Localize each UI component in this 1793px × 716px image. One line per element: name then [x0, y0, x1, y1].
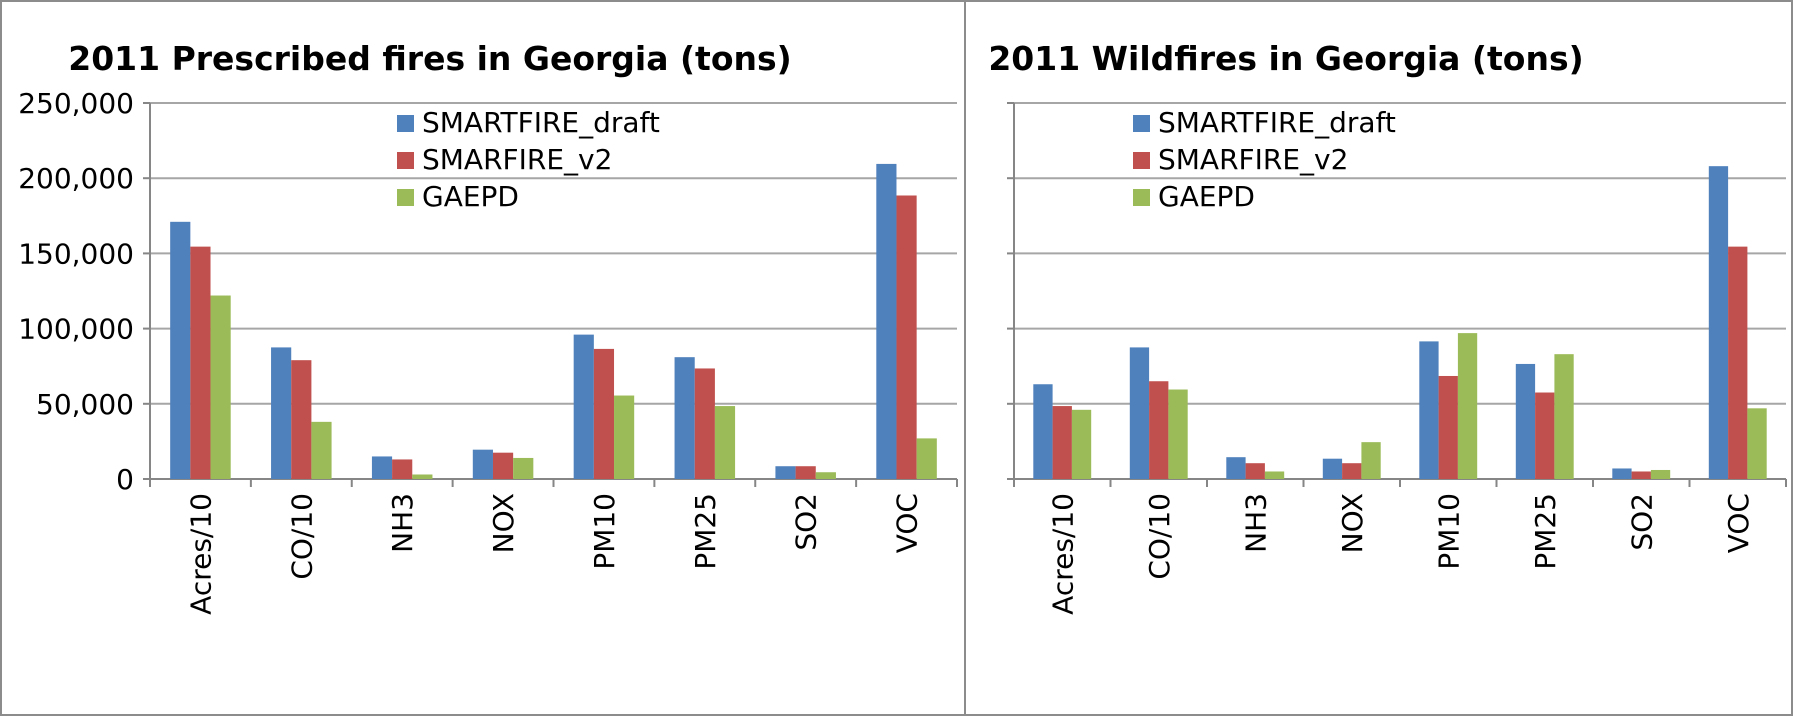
bar-smarfire-v2	[291, 360, 312, 479]
wildfires-chart-panel: 2011 Wildfires in Georgia (tons) Acres/1…	[964, 0, 1793, 716]
bar-smartfire-draft	[170, 221, 191, 480]
bar-smarfire-v2	[795, 466, 816, 479]
bar-smartfire-draft	[1515, 363, 1536, 479]
x-tick-label: PM25	[689, 493, 722, 570]
bar-smarfire-v2	[1438, 375, 1458, 479]
bar-smartfire-draft	[371, 456, 393, 479]
bar-gaepd	[1361, 442, 1381, 479]
bar-smarfire-v2	[1728, 246, 1748, 479]
bar-smarfire-v2	[392, 459, 413, 479]
x-tick-label: Acres/10	[184, 493, 217, 615]
x-tick-label: NOX	[487, 493, 520, 553]
x-tick-label: VOC	[891, 493, 924, 553]
bar-smartfire-draft	[1612, 468, 1632, 479]
bar-smartfire-draft	[1419, 341, 1439, 479]
bar-smarfire-v2	[1535, 392, 1555, 479]
x-tick-label: PM10	[588, 493, 621, 570]
y-tick-label: 250,000	[18, 87, 134, 120]
bar-smartfire-draft	[1708, 166, 1729, 479]
bar-smartfire-draft	[876, 163, 897, 480]
bar-smartfire-draft	[271, 347, 292, 479]
legend-swatch	[397, 189, 414, 206]
x-tick-label: SO2	[790, 493, 823, 551]
bar-gaepd	[1264, 471, 1285, 479]
y-tick-label: 50,000	[36, 388, 134, 421]
x-tick-label: SO2	[1625, 493, 1658, 551]
bar-gaepd	[311, 421, 332, 479]
y-tick-label: 100,000	[18, 313, 134, 346]
x-tick-label: NOX	[1336, 493, 1369, 553]
bar-smarfire-v2	[896, 195, 917, 479]
x-tick-label: CO/10	[285, 493, 318, 580]
chart-title: 2011 Wildfires in Georgia (tons)	[988, 39, 1583, 78]
bar-smartfire-draft	[1033, 384, 1053, 479]
legend-swatch	[1133, 189, 1150, 206]
bar-smarfire-v2	[1631, 471, 1651, 479]
legend-swatch	[397, 115, 414, 132]
legend-label: GAEPD	[422, 180, 519, 213]
bar-gaepd	[1457, 333, 1478, 479]
bar-smartfire-draft	[573, 334, 594, 479]
bar-gaepd	[513, 457, 534, 479]
bar-smarfire-v2	[1245, 463, 1265, 479]
bar-smarfire-v2	[593, 348, 615, 479]
x-tick-label: PM10	[1432, 493, 1465, 570]
bar-smarfire-v2	[1149, 381, 1169, 479]
legend-label: GAEPD	[1158, 180, 1255, 213]
bar-smartfire-draft	[1322, 458, 1343, 479]
bar-gaepd	[210, 295, 231, 479]
legend-label: SMARTFIRE_draft	[1158, 106, 1396, 139]
bar-gaepd	[714, 406, 736, 479]
bar-gaepd	[412, 474, 433, 479]
bar-smarfire-v2	[694, 368, 715, 479]
y-tick-label: 150,000	[18, 237, 134, 270]
bar-smarfire-v2	[1052, 406, 1072, 479]
wildfires-chart: 2011 Wildfires in Georgia (tons) Acres/1…	[988, 39, 1787, 615]
bar-gaepd	[1747, 408, 1767, 479]
x-tick-label: NH3	[1239, 493, 1272, 553]
legend-swatch	[1133, 115, 1150, 132]
bar-smartfire-draft	[1129, 347, 1150, 479]
bar-gaepd	[1650, 469, 1671, 479]
bar-smartfire-draft	[472, 449, 493, 479]
x-tick-label: PM25	[1529, 493, 1562, 570]
x-tick-label: VOC	[1722, 493, 1755, 553]
bar-smarfire-v2	[190, 246, 211, 479]
bar-smarfire-v2	[1342, 463, 1362, 479]
bar-gaepd	[815, 472, 836, 479]
legend-swatch	[1133, 152, 1150, 169]
bar-smarfire-v2	[492, 452, 514, 479]
legend-label: SMARFIRE_v2	[422, 143, 612, 176]
bar-gaepd	[1168, 389, 1188, 479]
prescribed-fires-chart-panel: 2011 Prescribed fires in Georgia (tons) …	[0, 0, 966, 716]
bar-smartfire-draft	[775, 466, 796, 479]
bar-smartfire-draft	[1226, 457, 1246, 479]
bar-gaepd	[1071, 409, 1092, 479]
x-tick-label: Acres/10	[1046, 493, 1079, 615]
y-tick-label: 200,000	[18, 162, 134, 195]
y-tick-label: 0	[116, 463, 134, 496]
bar-smartfire-draft	[674, 357, 695, 479]
legend-label: SMARFIRE_v2	[1158, 143, 1348, 176]
bar-gaepd	[1554, 354, 1574, 479]
x-tick-label: CO/10	[1143, 493, 1176, 580]
chart-title: 2011 Prescribed fires in Georgia (tons)	[68, 39, 791, 78]
legend-swatch	[397, 152, 414, 169]
legend-label: SMARTFIRE_draft	[422, 106, 660, 139]
bar-gaepd	[916, 438, 937, 479]
x-tick-label: NH3	[386, 493, 419, 553]
prescribed-fires-chart: 2011 Prescribed fires in Georgia (tons) …	[18, 39, 958, 615]
bar-gaepd	[614, 395, 635, 479]
